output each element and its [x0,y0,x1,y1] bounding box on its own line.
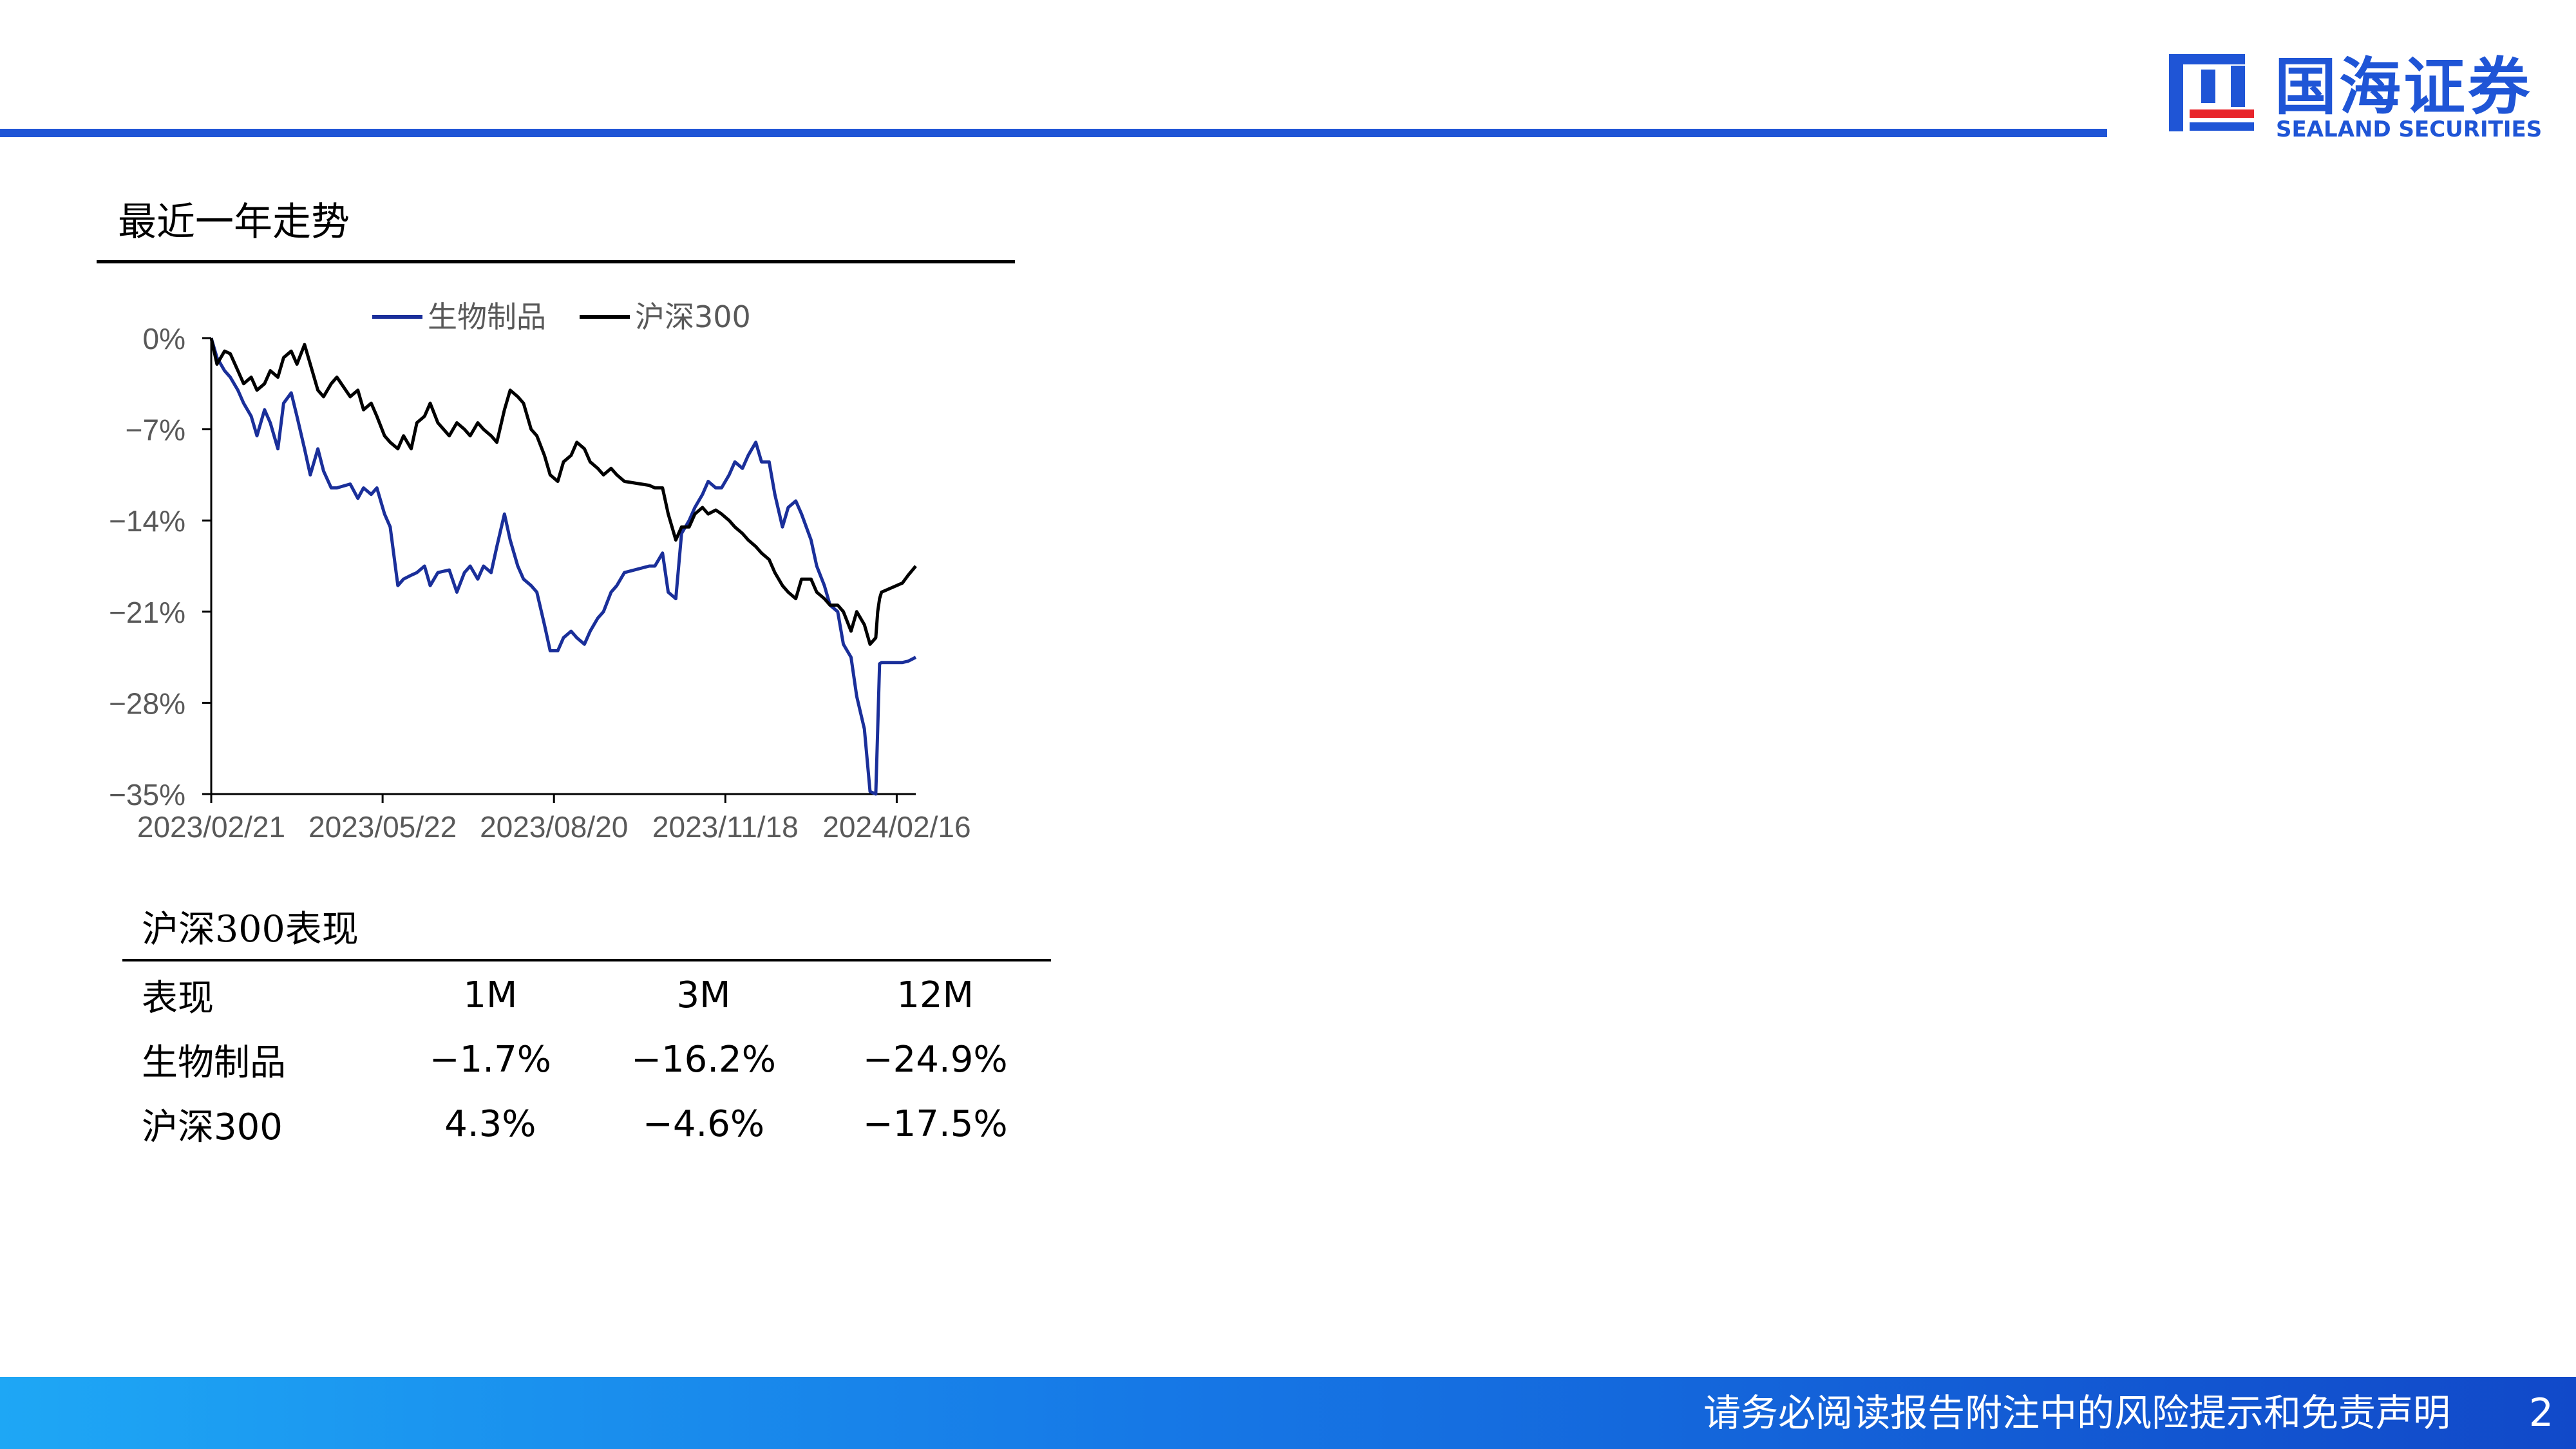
legend-label: 沪深300 [635,299,751,334]
y-tick-label: −7% [126,413,185,447]
sealand-logo: 国海证券 SEALAND SECURITIES [2164,50,2542,147]
sealand-emblem-icon [2169,54,2254,131]
header-cell: 12M [896,974,974,1016]
header-cell: 1M [463,974,518,1016]
y-tick-label: 0% [143,322,185,355]
brand-name-en: SEALAND SECURITIES [2276,117,2543,142]
legend-label: 生物制品 [428,299,546,334]
table-row: 沪深300 4.3% −4.6% −17.5% [122,1092,1051,1156]
trend-chart: 0% −7% −14% −21% −28% −35%2023/02/21 2023/05/2… [109,299,971,844]
performance-table: 表现 1M 3M 12M 生物制品 −1.7% −16.2% −24.9% 沪深… [122,963,1051,1156]
footer-disclaimer: 请务必阅读报告附注中的风险提示和免责声明 [1703,1391,2450,1435]
table-top-rule [122,959,1051,961]
header-cell: 3M [676,974,731,1016]
y-tick-label: −28% [109,687,185,720]
table-cell: 生物制品 [142,1041,286,1084]
series-line-2 [209,337,917,646]
table-title: 沪深300表现 [142,908,359,951]
section-title-rule [97,260,1015,263]
table-cell: −16.2% [631,1038,776,1081]
header-cell: 表现 [142,977,214,1019]
section-title: 最近一年走势 [118,200,350,245]
table-cell: −1.7% [429,1038,551,1081]
table-cell: −17.5% [862,1103,1008,1145]
y-tick-label: −14% [109,504,185,538]
x-tick-label: 2023/05/22 [308,810,457,844]
y-tick-label: −21% [109,596,185,629]
table-cell: 4.3% [444,1103,536,1145]
x-tick-label: 2024/02/16 [822,810,971,844]
x-tick-label: 2023/02/21 [137,810,285,844]
footer-bar: 请务必阅读报告附注中的风险提示和免责声明 2 [0,1377,2576,1449]
table-cell: −24.9% [862,1038,1008,1081]
table-cell: −4.6% [642,1103,765,1145]
series-line-1 [209,337,917,796]
table-cell: 沪深300 [142,1106,283,1148]
header-accent-rule [0,129,2107,137]
x-tick-label: 2023/08/20 [480,810,628,844]
table-header-row: 表现 1M 3M 12M [122,963,1051,1027]
page-number: 2 [2528,1390,2553,1435]
y-tick-label: −35% [109,778,185,811]
table-row: 生物制品 −1.7% −16.2% −24.9% [122,1027,1051,1092]
brand-name-cn: 国海证券 [2275,51,2532,123]
x-tick-label: 2023/11/18 [652,810,799,844]
